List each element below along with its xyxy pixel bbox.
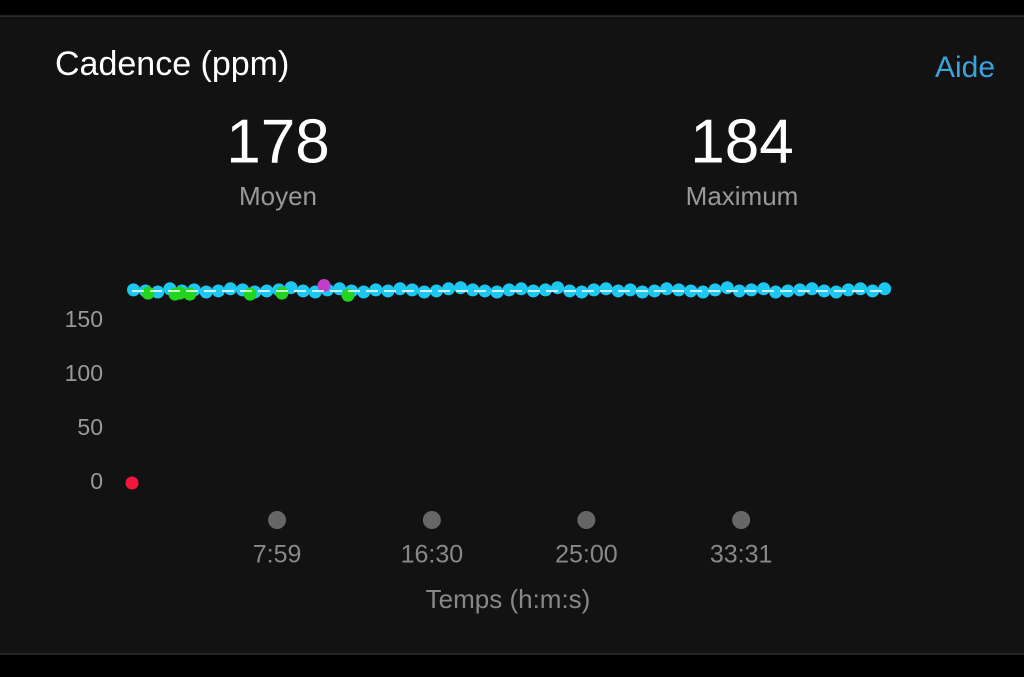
data-point (708, 283, 722, 297)
data-point (623, 283, 637, 297)
x-tick-label: 25:00 (555, 541, 618, 569)
title: Cadence (ppm) (55, 45, 289, 83)
data-point (829, 285, 843, 299)
data-point (127, 283, 141, 297)
data-point (466, 283, 480, 297)
data-point (841, 283, 855, 297)
data-point (125, 476, 139, 490)
data-point (490, 285, 504, 299)
data-point (732, 284, 746, 298)
data-point (514, 282, 528, 296)
x-axis-label: Temps (h:m:s) (426, 584, 591, 614)
data-point (853, 282, 867, 296)
data-point (502, 283, 516, 297)
help-link[interactable]: Aide (935, 51, 995, 84)
x-tick-dot (422, 511, 441, 529)
data-point (635, 285, 649, 299)
data-point (575, 285, 589, 299)
data-point (442, 282, 456, 296)
data-point (454, 281, 468, 295)
data-point (173, 286, 187, 300)
y-tick-label: 0 (90, 468, 103, 494)
data-point (275, 286, 289, 300)
data-point (223, 282, 237, 296)
stat-value: 178 (226, 107, 329, 176)
y-tick-label: 100 (65, 360, 103, 386)
data-point (417, 285, 431, 299)
stat-label: Maximum (686, 181, 799, 211)
data-point (141, 286, 155, 300)
data-point (183, 287, 197, 301)
data-point (243, 287, 257, 301)
data-point (599, 282, 613, 296)
x-tick-dot (268, 511, 287, 529)
data-point (878, 282, 892, 296)
stat-value: 184 (690, 107, 793, 176)
data-point (393, 282, 407, 296)
x-tick-label: 33:31 (710, 541, 773, 569)
data-point (793, 283, 807, 297)
data-point (357, 285, 371, 299)
data-point (769, 285, 783, 299)
data-point (587, 283, 601, 297)
x-tick-label: 16:30 (401, 541, 464, 569)
data-point (551, 281, 565, 295)
data-point (369, 283, 383, 297)
data-point (317, 279, 331, 293)
data-point (805, 282, 819, 296)
y-tick-label: 50 (77, 414, 103, 440)
data-point (672, 283, 686, 297)
data-point (211, 284, 225, 298)
x-tick-label: 7:59 (253, 541, 302, 569)
stat-label: Moyen (239, 181, 317, 211)
data-point (341, 288, 355, 302)
data-point (660, 282, 674, 296)
panel (0, 16, 1024, 654)
data-point (757, 282, 771, 296)
data-point (199, 285, 213, 299)
x-tick-dot (732, 511, 751, 529)
data-point (720, 281, 734, 295)
data-point (538, 283, 552, 297)
data-point (405, 283, 419, 297)
data-point (744, 283, 758, 297)
data-point (696, 285, 710, 299)
data-point (151, 285, 165, 299)
x-tick-dot (577, 511, 596, 529)
y-tick-label: 150 (65, 306, 103, 332)
data-point (429, 284, 443, 298)
